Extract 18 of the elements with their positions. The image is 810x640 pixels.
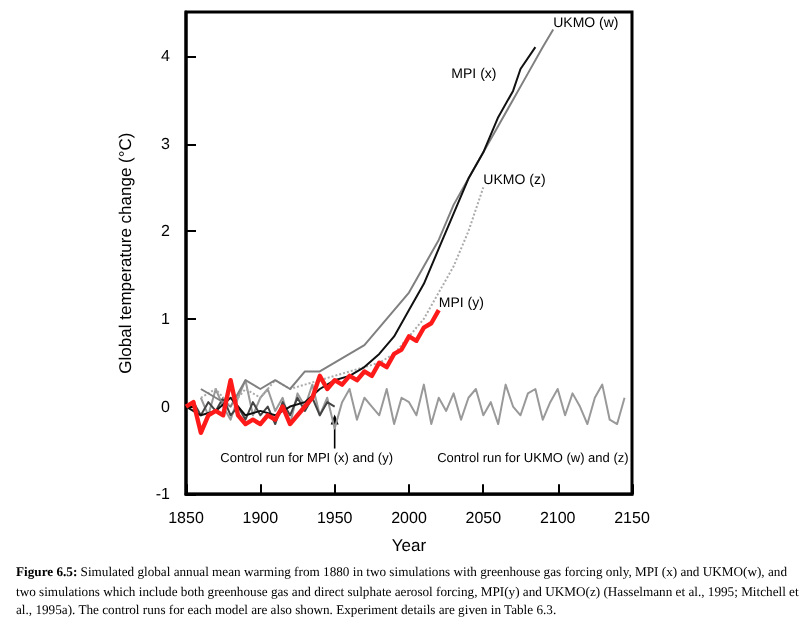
- line-series: [183, 307, 441, 436]
- y-tick-label: 0: [161, 397, 172, 416]
- x-tick-label: 1950: [316, 509, 354, 528]
- line-series: [199, 379, 626, 430]
- x-axis-title: Year: [391, 535, 427, 555]
- y-tick-label: 2: [161, 222, 172, 241]
- x-tick-label: 2100: [539, 509, 577, 528]
- y-tick-label: 1: [161, 309, 172, 328]
- y-tick-label: 3: [161, 134, 172, 153]
- x-tick-label: 2050: [465, 509, 503, 528]
- x-tick-label: 2150: [614, 509, 651, 528]
- y-tick-label: -1: [155, 485, 172, 504]
- x-tick-label: 2000: [391, 509, 428, 528]
- x-tick-label: 1900: [242, 509, 280, 528]
- x-tick-label: 1850: [168, 509, 205, 528]
- y-axis-title: Global temperature change (°C): [114, 132, 135, 374]
- y-tick-label: 4: [161, 46, 172, 65]
- line-series: [199, 186, 485, 408]
